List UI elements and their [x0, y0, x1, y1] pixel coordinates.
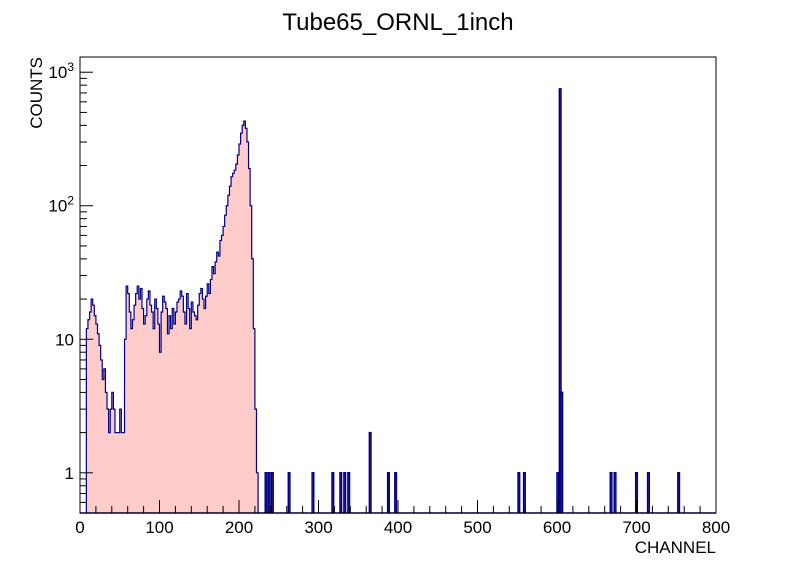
histogram-fill: [86, 121, 260, 513]
spike-outline: [634, 472, 639, 513]
spike-outline: [311, 472, 315, 513]
spike-bar: [523, 472, 526, 513]
spike-outline: [646, 472, 650, 513]
y-tick-base: 1: [65, 464, 74, 483]
x-tick-label: 800: [702, 518, 730, 537]
spike-bar: [339, 472, 342, 513]
y-tick-label: 1: [65, 464, 74, 483]
spike-outline: [613, 472, 617, 513]
spike-bar: [343, 472, 346, 513]
spike-outline: [677, 472, 681, 513]
spike-bar: [265, 472, 267, 513]
spike-outline: [517, 472, 521, 513]
x-tick-label: 200: [225, 518, 253, 537]
x-tick-label: 0: [75, 518, 84, 537]
spike-bar: [268, 472, 271, 513]
spike-bar: [610, 472, 612, 513]
spike-bar: [347, 472, 350, 513]
x-axis: 0 100 200 300 400 500 600 700 800: [75, 500, 730, 537]
y-tick-base: 10: [55, 330, 74, 349]
spike-outline: [331, 472, 335, 513]
x-tick-label: 100: [145, 518, 173, 537]
spike-bar: [312, 472, 314, 513]
spike-bar: [677, 472, 680, 513]
spike-bar: [647, 472, 650, 513]
histogram-outline: [85, 120, 260, 514]
spike-outline: [287, 472, 291, 513]
y-axis-label: COUNTS: [27, 57, 46, 129]
y-tick-label: 103: [48, 60, 74, 82]
y-tick-base: 10: [48, 197, 67, 216]
x-axis-label: CHANNEL: [635, 538, 716, 557]
spike-bar: [614, 472, 616, 513]
spike-outline: [347, 472, 351, 513]
spike-outline: [267, 472, 271, 513]
spike-bar: [288, 472, 290, 513]
x-tick-label: 400: [384, 518, 412, 537]
y-tick-exponent: 2: [67, 194, 74, 208]
spike-outline: [558, 88, 562, 513]
spike-bar: [635, 472, 638, 513]
spike-outline: [339, 472, 343, 513]
spike-outline: [556, 472, 560, 513]
spike-outline: [270, 472, 274, 513]
spike-outline: [560, 391, 564, 513]
x-tick-label: 500: [463, 518, 491, 537]
spike-outline: [522, 472, 526, 513]
spike-bar: [369, 432, 371, 513]
y-tick-exponent: 3: [67, 60, 74, 74]
spike-outline: [394, 472, 398, 513]
x-tick-label: 300: [304, 518, 332, 537]
spike-bar: [332, 472, 334, 513]
y-tick-label: 102: [48, 194, 74, 216]
spike-bar: [557, 472, 559, 513]
spike-outline: [368, 431, 372, 513]
spike-bar: [271, 472, 274, 513]
spike-bar: [518, 472, 520, 513]
spike-bar: [560, 392, 563, 513]
spike-outline: [264, 472, 268, 513]
x-tick-label: 700: [622, 518, 650, 537]
spike-outline: [343, 472, 347, 513]
spike-outline: [386, 472, 391, 513]
plot-area: [80, 88, 716, 514]
spike-bar: [387, 472, 390, 513]
chart-title: Tube65_ORNL_1inch: [282, 9, 513, 36]
x-tick-label: 600: [543, 518, 571, 537]
y-tick-base: 10: [48, 63, 67, 82]
spike-bar: [394, 472, 397, 513]
spike-outline: [609, 472, 613, 513]
y-tick-label: 10: [55, 330, 74, 349]
spike-bar: [559, 88, 561, 513]
